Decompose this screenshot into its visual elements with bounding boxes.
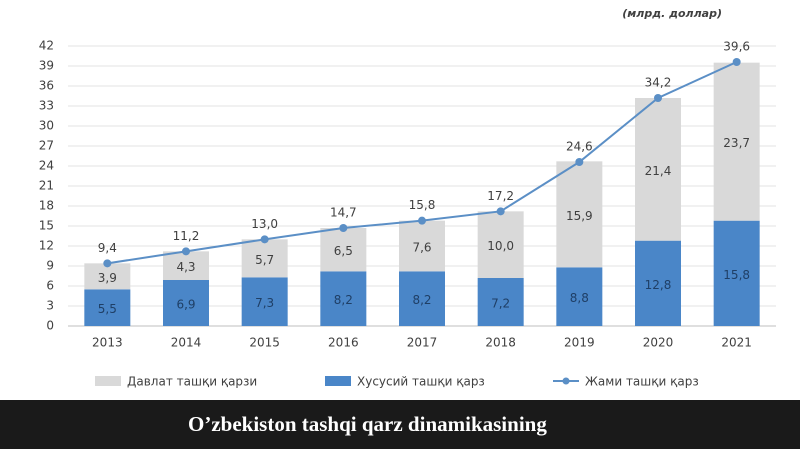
y-tick-label: 15 — [39, 219, 54, 233]
x-tick-label: 2015 — [249, 336, 280, 350]
value-label: 14,7 — [330, 206, 357, 220]
bar-segment — [713, 220, 760, 326]
caption: O’zbekiston tashqi qarz dinamikasining — [0, 400, 800, 449]
bar-segment — [399, 271, 445, 326]
y-tick-label: 33 — [39, 99, 54, 113]
line-marker — [182, 247, 190, 256]
bar-segment — [241, 239, 288, 278]
value-label: 4,3 — [176, 260, 195, 274]
value-label: 34,2 — [645, 76, 672, 90]
bar-segment — [241, 277, 288, 326]
y-tick-label: 39 — [39, 59, 54, 73]
bar-segment — [84, 289, 131, 326]
legend-swatch — [325, 376, 351, 386]
value-label: 3,9 — [98, 271, 117, 285]
value-label: 5,5 — [98, 302, 117, 316]
y-tick-label: 21 — [39, 179, 54, 193]
y-tick-label: 30 — [39, 119, 54, 133]
bar-segment — [477, 278, 524, 326]
legend-swatch — [95, 376, 121, 386]
value-label: 10,0 — [487, 239, 514, 253]
bar-segment — [399, 220, 445, 272]
bar-segment — [556, 161, 603, 268]
line-marker — [496, 207, 505, 216]
value-label: 8,8 — [570, 291, 589, 305]
value-label: 6,5 — [334, 244, 353, 258]
value-label: 8,2 — [334, 293, 353, 307]
value-label: 13,0 — [251, 217, 278, 231]
y-tick-label: 27 — [39, 139, 54, 153]
bar-segment — [320, 271, 367, 326]
value-label: 12,8 — [645, 278, 672, 292]
y-tick-label: 24 — [39, 159, 54, 173]
value-label: 7,3 — [255, 296, 274, 310]
value-label: 9,4 — [98, 241, 117, 255]
line-marker — [575, 158, 584, 166]
legend-marker — [562, 377, 570, 385]
bar-segment — [163, 280, 209, 326]
value-label: 5,7 — [255, 253, 274, 267]
x-tick-label: 2014 — [171, 336, 202, 350]
line-marker — [418, 216, 426, 225]
y-tick-label: 9 — [46, 259, 54, 273]
x-tick-label: 2013 — [92, 336, 123, 350]
bar-segment — [556, 267, 603, 326]
x-tick-label: 2017 — [407, 336, 438, 350]
value-label: 7,6 — [412, 241, 431, 255]
value-label: 21,4 — [645, 164, 672, 178]
line-marker — [654, 94, 662, 102]
y-tick-label: 3 — [46, 299, 54, 313]
y-tick-label: 0 — [46, 319, 54, 333]
value-label: 17,2 — [487, 189, 514, 203]
bar-segment — [84, 263, 131, 290]
legend-label: Хусусий ташқи қарз — [357, 375, 485, 389]
bar-segment — [713, 62, 760, 221]
x-tick-label: 2019 — [564, 336, 595, 350]
x-tick-label: 2018 — [485, 336, 516, 350]
value-label: 6,9 — [176, 298, 195, 312]
bar-segment — [163, 251, 209, 280]
value-label: 15,9 — [566, 209, 593, 223]
line-marker — [339, 224, 348, 232]
value-label: 23,7 — [723, 136, 750, 150]
y-tick-label: 42 — [39, 39, 54, 53]
value-label: 8,2 — [412, 293, 431, 307]
bar-segment — [320, 228, 367, 272]
value-label: 15,8 — [723, 268, 750, 282]
line-marker — [732, 58, 741, 66]
value-label: 7,2 — [491, 297, 510, 311]
value-label: 39,6 — [723, 40, 750, 54]
line-marker — [103, 259, 112, 268]
y-tick-label: 36 — [39, 79, 54, 93]
value-label: 15,8 — [409, 198, 436, 212]
bar-segment — [635, 240, 681, 326]
y-tick-label: 18 — [39, 199, 54, 213]
line-marker — [260, 235, 269, 244]
x-tick-label: 2016 — [328, 336, 359, 350]
y-tick-label: 6 — [46, 279, 54, 293]
value-label: 24,6 — [566, 140, 593, 154]
legend-label: Жами ташқи қарз — [585, 375, 699, 389]
value-label: 11,2 — [173, 229, 200, 243]
legend-label: Давлат ташқи қарзи — [127, 375, 257, 389]
chart: (млрд. доллар) 0369121518212427303336394… — [39, 7, 776, 389]
bar-segment — [635, 98, 681, 241]
bar-segment — [477, 211, 524, 278]
x-tick-label: 2021 — [721, 336, 752, 350]
y-tick-label: 12 — [39, 239, 54, 253]
unit-label: (млрд. доллар) — [622, 7, 722, 20]
x-tick-label: 2020 — [643, 336, 674, 350]
